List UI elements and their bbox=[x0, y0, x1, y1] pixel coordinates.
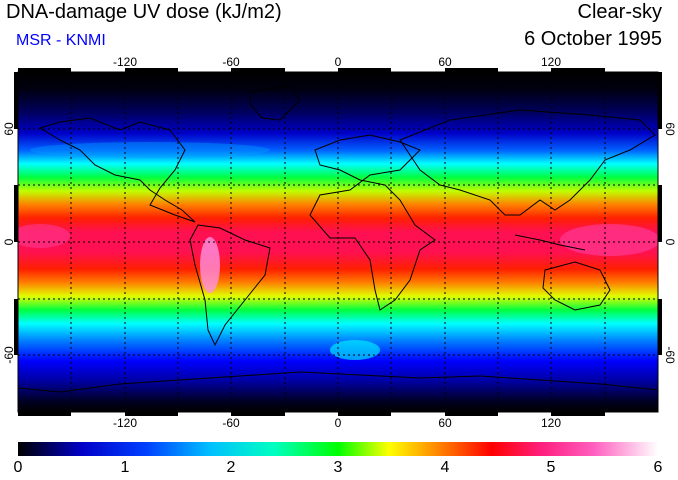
graticule bbox=[18, 72, 658, 412]
colorbar-tick-label: 5 bbox=[546, 459, 556, 476]
colorbar-tick-label: 2 bbox=[226, 459, 236, 476]
data-source-label: MSR - KNMI bbox=[16, 32, 106, 49]
map-frame bbox=[14, 68, 662, 416]
lat-tick-left: 0 bbox=[2, 238, 16, 245]
lon-tick-top: 0 bbox=[335, 55, 342, 69]
lon-tick-top: 60 bbox=[438, 55, 452, 69]
lat-tick-left: -60 bbox=[2, 346, 16, 364]
colorbar-tick-label: 1 bbox=[120, 459, 130, 476]
lon-tick-top: 120 bbox=[541, 55, 561, 69]
lat-tick-right: 60 bbox=[663, 122, 677, 136]
colorbar-tick-label: 0 bbox=[13, 459, 23, 476]
colorbar-tick-label: 4 bbox=[440, 459, 450, 476]
lon-tick-bottom: -60 bbox=[222, 416, 240, 430]
colorbar-tick-label: 6 bbox=[653, 459, 663, 476]
lon-tick-top: -60 bbox=[222, 55, 240, 69]
latitude-tick-labels: 60 0 -60 60 0 -60 bbox=[2, 122, 677, 364]
map-title: DNA-damage UV dose (kJ/m2) bbox=[6, 1, 282, 23]
sky-condition-label: Clear-sky bbox=[577, 1, 662, 23]
lon-tick-bottom: -120 bbox=[113, 416, 137, 430]
lat-tick-left: 60 bbox=[2, 122, 16, 136]
lon-tick-top: -120 bbox=[113, 55, 137, 69]
colorbar bbox=[18, 442, 658, 456]
lon-tick-bottom: 120 bbox=[541, 416, 561, 430]
lat-tick-right: -60 bbox=[663, 346, 677, 364]
date-label: 6 October 1995 bbox=[524, 28, 662, 50]
lon-tick-bottom: 60 bbox=[438, 416, 452, 430]
lat-tick-right: 0 bbox=[663, 239, 677, 246]
lon-tick-bottom: 0 bbox=[335, 416, 342, 430]
longitude-tick-labels: -120 -60 0 60 120 -120 -60 0 60 120 bbox=[113, 55, 561, 430]
field-hotspots bbox=[18, 142, 658, 360]
colorbar-tick-label: 3 bbox=[333, 459, 343, 476]
